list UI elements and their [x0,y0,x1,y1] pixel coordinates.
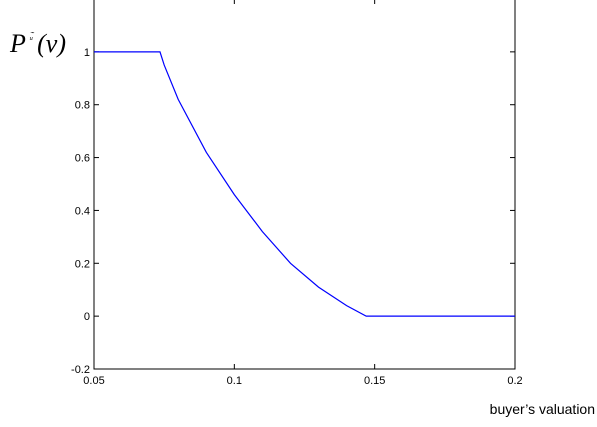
axes-frame [93,0,516,370]
y-tick-label: 1 [84,47,90,59]
tick-labels: 0.05 0.1 0.15 0.2 -0.2 0 0.2 0.4 0.6 0.8 1 [71,47,523,387]
x-tick-label: 0.05 [83,375,104,387]
series-line [94,51,515,317]
y-tick-label: 0.2 [75,258,90,270]
axes-box [93,0,516,370]
y-tick-label: 0.6 [75,153,90,165]
x-tick-label: 0.2 [507,375,522,387]
y-tick-label: -0.2 [71,364,90,376]
y-axis-label: P ̃ᵤ (v) [9,26,66,58]
x-axis-label: buyer’s valuation [490,401,595,417]
y-axis-label-sup: ̃ᵤ [29,30,35,42]
y-tick-label: 0 [84,311,90,323]
series [94,51,515,317]
y-tick-label: 0.4 [75,205,90,217]
y-axis-label-arg: (v) [37,29,66,58]
x-tick-label: 0.15 [364,375,385,387]
ticks [93,0,516,370]
y-axis-label-main: P [9,29,26,58]
x-tick-label: 0.1 [227,375,242,387]
y-tick-label: 0.8 [75,100,90,112]
